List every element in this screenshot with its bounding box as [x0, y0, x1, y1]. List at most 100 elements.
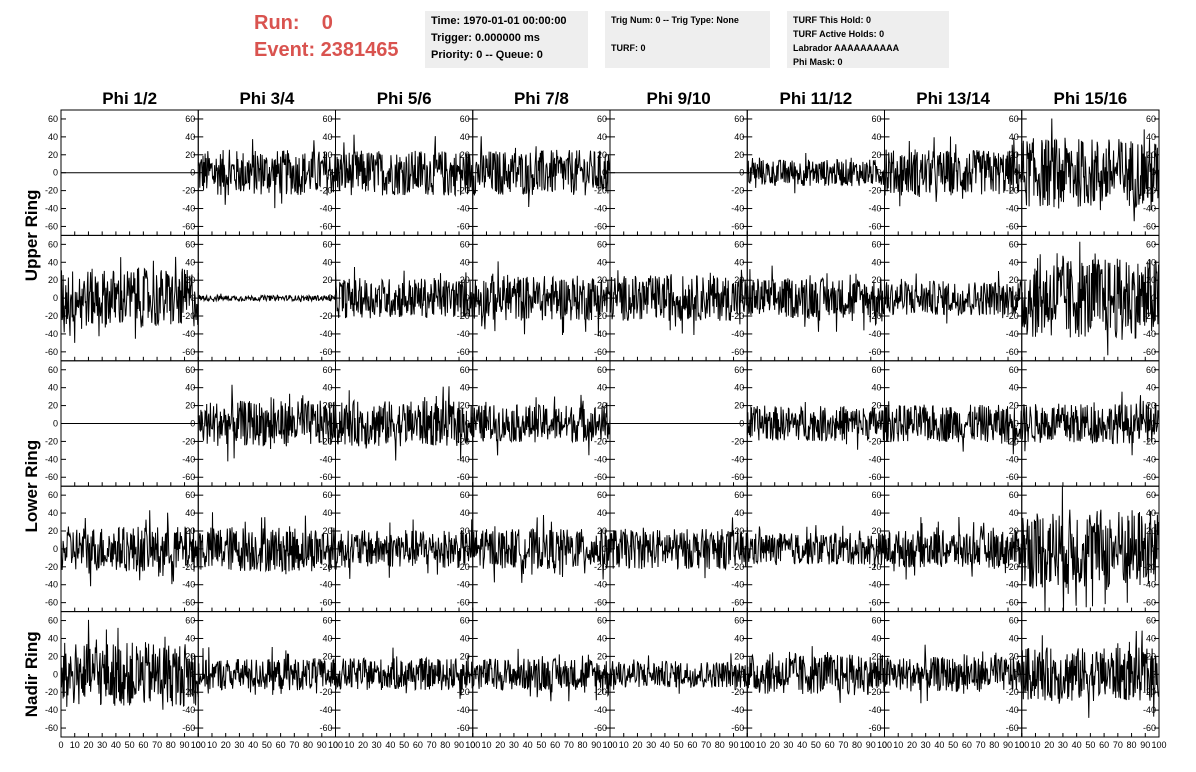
waveform-trace: [335, 647, 474, 699]
x-tick-label: 60: [1099, 740, 1109, 750]
y-tick-label: 40: [185, 508, 195, 518]
y-tick-label: -20: [457, 687, 470, 697]
y-tick-label: 40: [185, 383, 195, 393]
y-tick-label: -40: [45, 705, 58, 715]
y-tick-label: 0: [327, 293, 332, 303]
x-tick-label: 20: [770, 740, 780, 750]
x-tick-label: 80: [166, 740, 176, 750]
y-tick-label: -40: [319, 204, 332, 214]
y-tick-label: -20: [45, 562, 58, 572]
y-tick-label: 40: [597, 132, 607, 142]
y-tick-label: 60: [597, 114, 607, 124]
y-tick-label: 20: [185, 651, 195, 661]
waveform-trace: [884, 644, 1023, 704]
y-tick-label: 20: [871, 150, 881, 160]
y-tick-label: 60: [460, 490, 470, 500]
turf-this-hold-text: TURF This Hold: 0: [793, 15, 871, 25]
y-tick-label: -60: [457, 598, 470, 608]
y-tick-label: -60: [45, 221, 58, 231]
y-tick-label: -60: [1006, 221, 1019, 231]
y-tick-label: 40: [871, 257, 881, 267]
y-tick-label: -40: [1143, 580, 1156, 590]
y-tick-label: 20: [460, 401, 470, 411]
y-tick-label: 40: [460, 383, 470, 393]
waveform-trace: [197, 646, 336, 695]
x-tick-label: 0: [1019, 740, 1024, 750]
y-tick-label: 60: [734, 490, 744, 500]
y-tick-label: -20: [319, 311, 332, 321]
x-tick-label: 20: [495, 740, 505, 750]
y-tick-label: -20: [319, 562, 332, 572]
y-tick-label: -20: [731, 562, 744, 572]
x-tick-label: 50: [948, 740, 958, 750]
x-tick-label: 50: [811, 740, 821, 750]
phi-mask-text: Phi Mask: 0: [793, 57, 843, 67]
y-tick-label: 40: [1146, 633, 1156, 643]
y-tick-label: 60: [1009, 365, 1019, 375]
y-tick-label: 0: [53, 168, 58, 178]
y-tick-label: 40: [871, 132, 881, 142]
x-tick-label: 90: [866, 740, 876, 750]
x-tick-label: 30: [921, 740, 931, 750]
trigger-text: Trigger: 0.000000 ms: [431, 32, 540, 44]
x-tick-label: 40: [523, 740, 533, 750]
x-tick-label: 70: [838, 740, 848, 750]
y-tick-label: -20: [1006, 687, 1019, 697]
x-tick-label: 60: [138, 740, 148, 750]
y-tick-label: 20: [1009, 275, 1019, 285]
x-tick-label: 40: [385, 740, 395, 750]
y-tick-label: 40: [48, 633, 58, 643]
x-tick-label: 90: [1140, 740, 1150, 750]
x-tick-label: 40: [797, 740, 807, 750]
y-tick-label: -60: [182, 598, 195, 608]
y-tick-label: 40: [597, 633, 607, 643]
y-tick-label: 0: [465, 419, 470, 429]
y-tick-label: 60: [185, 365, 195, 375]
y-tick-label: 20: [322, 401, 332, 411]
y-tick-label: 40: [871, 508, 881, 518]
y-tick-label: 60: [48, 490, 58, 500]
x-tick-label: 50: [399, 740, 409, 750]
x-tick-label: 10: [893, 740, 903, 750]
y-tick-label: -60: [594, 723, 607, 733]
waveform-trace: [198, 293, 336, 303]
y-tick-label: -60: [868, 472, 881, 482]
x-tick-label: 60: [962, 740, 972, 750]
y-tick-label: 40: [1009, 257, 1019, 267]
y-tick-label: -20: [457, 436, 470, 446]
y-tick-label: -40: [45, 454, 58, 464]
y-tick-label: 40: [460, 633, 470, 643]
y-tick-label: -60: [457, 347, 470, 357]
x-tick-label: 100: [191, 740, 206, 750]
y-tick-label: -40: [182, 329, 195, 339]
y-tick-label: -60: [731, 723, 744, 733]
y-tick-label: 40: [185, 633, 195, 643]
y-tick-label: -20: [594, 687, 607, 697]
y-tick-label: -40: [731, 580, 744, 590]
y-tick-label: 20: [48, 651, 58, 661]
y-tick-label: -60: [868, 221, 881, 231]
waveform-trace: [746, 265, 885, 332]
x-tick-label: 70: [152, 740, 162, 750]
y-tick-label: -60: [457, 221, 470, 231]
waveform-trace: [1021, 391, 1160, 456]
column-title: Phi 9/10: [646, 89, 710, 108]
y-tick-label: 20: [871, 275, 881, 285]
trigger-info-box: Trig Num: 0 -- Trig Type: None TURF: 0: [605, 11, 770, 68]
x-tick-label: 50: [674, 740, 684, 750]
y-tick-label: -20: [182, 311, 195, 321]
x-tick-label: 90: [180, 740, 190, 750]
y-tick-label: -60: [45, 598, 58, 608]
y-tick-label: -20: [594, 436, 607, 446]
y-tick-label: 20: [734, 526, 744, 536]
y-tick-label: 20: [48, 150, 58, 160]
y-tick-label: -40: [594, 580, 607, 590]
y-tick-label: 20: [185, 150, 195, 160]
y-tick-label: 40: [597, 257, 607, 267]
y-tick-label: 40: [734, 508, 744, 518]
y-tick-label: 60: [734, 365, 744, 375]
y-tick-label: -60: [45, 723, 58, 733]
y-tick-label: 60: [460, 114, 470, 124]
x-tick-label: 30: [1058, 740, 1068, 750]
waveform-trace: [609, 517, 748, 579]
